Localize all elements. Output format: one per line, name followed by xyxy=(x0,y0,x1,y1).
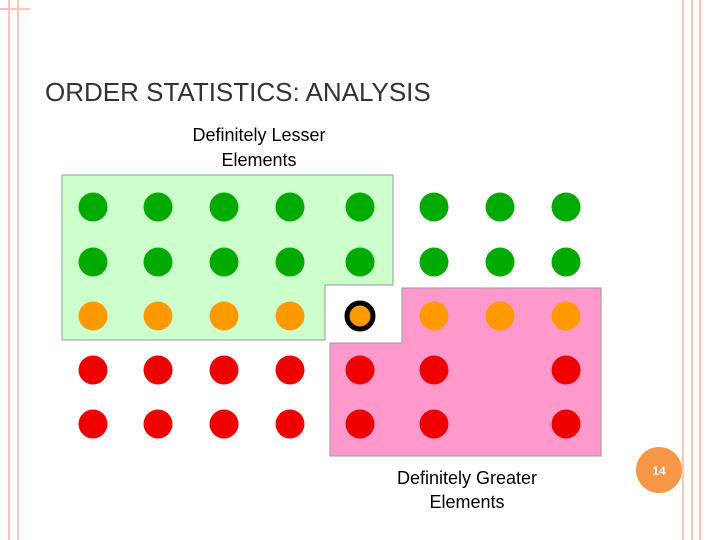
element xyxy=(419,192,449,222)
element xyxy=(78,247,108,277)
element xyxy=(551,355,581,385)
element xyxy=(209,247,239,277)
element xyxy=(345,355,375,385)
element xyxy=(345,409,375,439)
element xyxy=(275,409,305,439)
page-badge xyxy=(636,447,682,493)
frame xyxy=(0,0,701,540)
element xyxy=(209,192,239,222)
element xyxy=(345,192,375,222)
element xyxy=(551,192,581,222)
element xyxy=(551,409,581,439)
element xyxy=(551,247,581,277)
element xyxy=(143,192,173,222)
element xyxy=(78,355,108,385)
element xyxy=(275,355,305,385)
element xyxy=(345,247,375,277)
element xyxy=(209,355,239,385)
element xyxy=(485,192,515,222)
element xyxy=(209,409,239,439)
element xyxy=(275,247,305,277)
element xyxy=(485,247,515,277)
element xyxy=(419,247,449,277)
element xyxy=(143,409,173,439)
element xyxy=(275,301,305,331)
greater-label: Definitely Greater xyxy=(397,468,537,488)
page-number: 14 xyxy=(652,464,666,478)
element xyxy=(143,301,173,331)
element xyxy=(275,192,305,222)
element xyxy=(143,247,173,277)
lesser-label: Elements xyxy=(221,150,296,170)
element xyxy=(78,301,108,331)
element xyxy=(209,301,239,331)
element xyxy=(485,301,515,331)
slide-title: ORDER STATISTICS: ANALYSIS xyxy=(45,77,431,107)
element xyxy=(419,301,449,331)
element xyxy=(143,355,173,385)
element-grid xyxy=(78,192,581,439)
greater-label: Elements xyxy=(429,492,504,512)
element xyxy=(419,409,449,439)
element xyxy=(551,301,581,331)
lesser-label: Definitely Lesser xyxy=(192,125,325,145)
element xyxy=(78,409,108,439)
greater-region xyxy=(329,287,602,457)
element xyxy=(419,355,449,385)
median-element xyxy=(344,300,376,332)
element xyxy=(78,192,108,222)
